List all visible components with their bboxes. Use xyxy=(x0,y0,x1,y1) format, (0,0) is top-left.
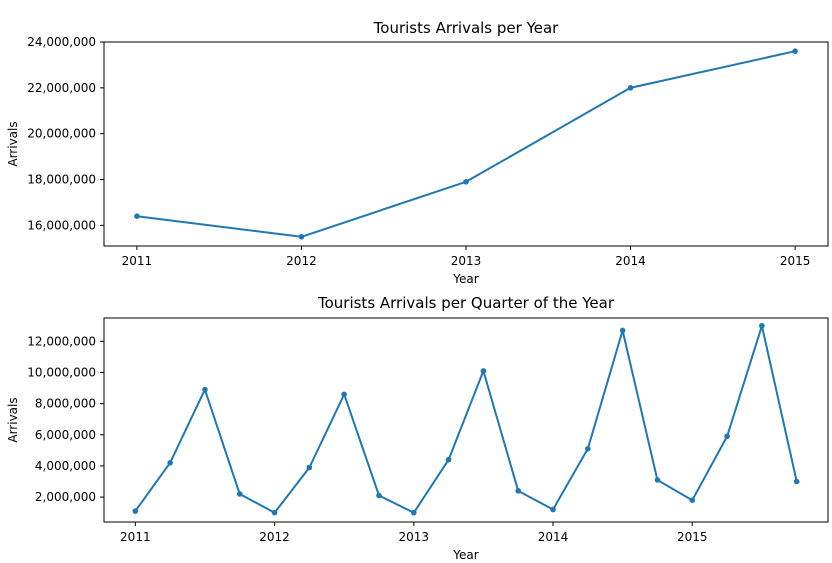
data-point xyxy=(759,322,765,329)
x-tick-label: 2014 xyxy=(538,530,569,544)
x-tick-label: 2014 xyxy=(615,254,646,268)
data-point xyxy=(134,213,140,220)
y-tick-label: 20,000,000 xyxy=(27,127,96,141)
data-point xyxy=(410,509,417,516)
chart-title: Tourists Arrivals per Quarter of the Yea… xyxy=(317,294,615,312)
data-point xyxy=(306,464,313,471)
plot-area-frame xyxy=(103,41,829,247)
x-axis-label: Year xyxy=(452,272,478,286)
data-point xyxy=(480,368,487,374)
y-axis-label: Arrivals xyxy=(6,121,20,166)
data-point xyxy=(689,497,696,503)
x-axis-label: Year xyxy=(452,548,478,562)
y-tick-label: 2,000,000 xyxy=(35,490,96,504)
y-tick-label: 16,000,000 xyxy=(27,218,96,232)
data-point xyxy=(445,456,452,463)
series-line xyxy=(136,50,796,238)
data-point xyxy=(792,48,798,54)
data-point xyxy=(585,446,591,452)
x-tick-label: 2012 xyxy=(286,254,317,268)
series-marks xyxy=(132,322,800,516)
y-tick-label: 6,000,000 xyxy=(35,428,96,442)
x-tick-label: 2013 xyxy=(399,530,430,544)
data-point xyxy=(619,327,626,334)
data-point xyxy=(271,509,278,516)
y-axis-ticks: 2,000,000 4,000,000 6,000,000 8,000,000 10,0… xyxy=(27,334,104,504)
plot-area-frame xyxy=(103,317,829,523)
chart-title: Tourists Arrivals per Year xyxy=(373,19,560,37)
x-tick-label: 2011 xyxy=(120,530,151,544)
data-point xyxy=(298,234,305,240)
data-point xyxy=(202,386,208,393)
x-tick-label: 2015 xyxy=(677,530,708,544)
x-axis-ticks: 2011 2012 2013 2014 2015 xyxy=(122,246,811,268)
data-point xyxy=(550,506,556,513)
y-tick-label: 24,000,000 xyxy=(27,35,96,49)
x-tick-label: 2011 xyxy=(122,254,153,268)
y-tick-label: 8,000,000 xyxy=(35,397,96,411)
x-tick-label: 2012 xyxy=(259,530,290,544)
data-point xyxy=(463,179,469,185)
data-point xyxy=(341,391,347,398)
yearly-arrivals-chart: Tourists Arrivals per Year Year Arrivals… xyxy=(6,19,829,286)
x-axis-ticks: 2011 2012 2013 2014 2015 xyxy=(120,522,708,544)
y-tick-label: 18,000,000 xyxy=(27,173,96,187)
y-tick-label: 10,000,000 xyxy=(27,366,96,380)
series-line xyxy=(134,324,798,514)
y-axis-label: Arrivals xyxy=(6,397,20,442)
y-axis-ticks: 16,000,000 18,000,000 20,000,000 22,000,000… xyxy=(27,35,104,232)
data-point xyxy=(376,492,382,499)
data-point xyxy=(132,508,139,514)
y-tick-label: 12,000,000 xyxy=(27,334,96,348)
x-tick-label: 2013 xyxy=(451,254,482,268)
y-tick-label: 22,000,000 xyxy=(27,81,96,95)
data-point xyxy=(515,488,522,494)
y-tick-label: 4,000,000 xyxy=(35,459,96,473)
data-point xyxy=(236,491,243,497)
x-tick-label: 2015 xyxy=(780,254,811,268)
data-point xyxy=(627,85,634,91)
series-marks xyxy=(134,48,798,240)
data-point xyxy=(793,478,800,485)
quarterly-arrivals-chart: Tourists Arrivals per Quarter of the Yea… xyxy=(6,294,829,562)
data-point xyxy=(724,433,730,440)
data-point xyxy=(654,477,661,483)
data-point xyxy=(167,460,173,466)
